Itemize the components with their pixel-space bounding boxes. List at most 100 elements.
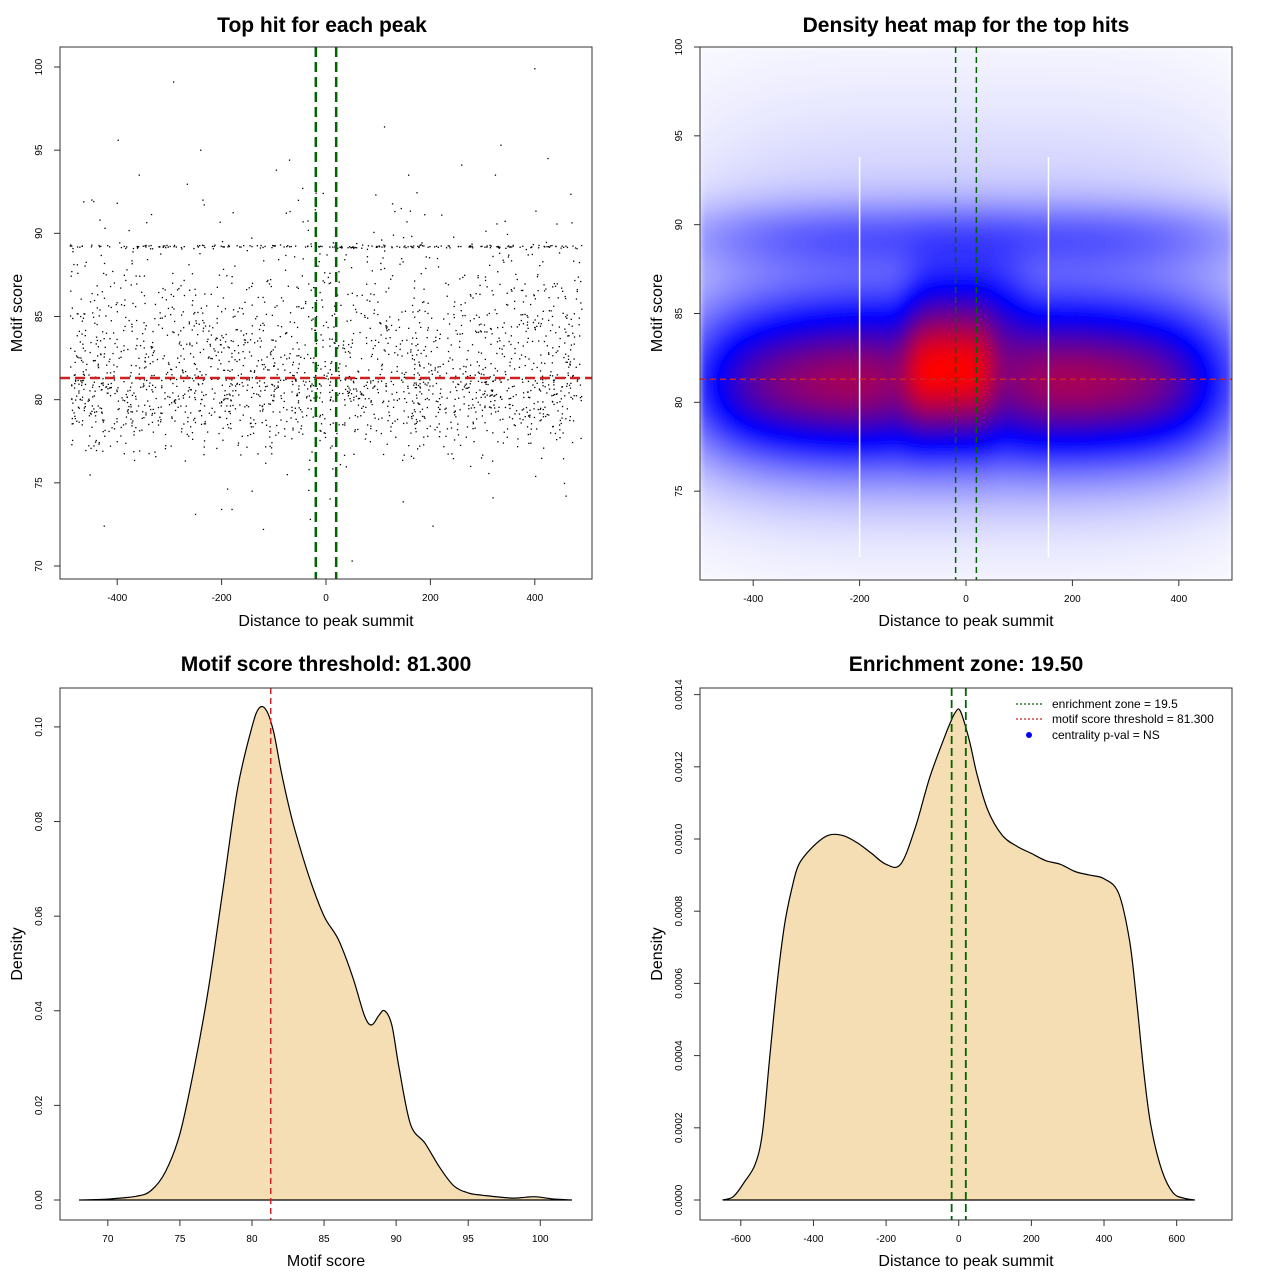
- scatter-point: [508, 387, 510, 389]
- scatter-point: [168, 404, 171, 406]
- scatter-point: [198, 323, 200, 325]
- scatter-point: [548, 353, 550, 355]
- scatter-point: [409, 210, 411, 212]
- y-tick-label: 0.10: [34, 717, 45, 737]
- scatter-point: [224, 410, 226, 412]
- y-tick-label: 0.02: [34, 1095, 45, 1115]
- scatter-point: [420, 352, 422, 355]
- x-tick-label: 100: [532, 1234, 549, 1245]
- scatter-point: [407, 416, 409, 418]
- scatter-point: [528, 442, 530, 444]
- scatter-point: [444, 408, 446, 410]
- scatter-point: [240, 246, 242, 248]
- scatter-point: [280, 297, 283, 299]
- scatter-point: [270, 447, 273, 449]
- scatter-point: [91, 410, 93, 412]
- scatter-point: [107, 383, 109, 385]
- scatter-point: [553, 384, 555, 386]
- scatter-point: [125, 442, 127, 444]
- scatter-point: [236, 360, 238, 363]
- scatter-point: [486, 246, 488, 248]
- scatter-point: [571, 441, 574, 444]
- scatter-point: [410, 351, 412, 353]
- scatter-point: [178, 398, 180, 400]
- scatter-point: [190, 412, 192, 414]
- scatter-point: [422, 301, 424, 304]
- scatter-point: [291, 406, 293, 408]
- scatter-point: [78, 383, 80, 385]
- scatter-point: [178, 343, 180, 345]
- scatter-point: [424, 383, 426, 385]
- x-tick-label: 600: [1168, 1234, 1185, 1245]
- scatter-point: [411, 354, 414, 357]
- scatter-point: [230, 399, 232, 401]
- y-tick-label: 0.0014: [674, 679, 685, 710]
- scatter-point: [336, 432, 338, 435]
- scatter-point: [201, 391, 203, 393]
- scatter-point: [98, 442, 100, 444]
- scatter-point: [453, 405, 455, 407]
- scatter-point: [311, 451, 313, 453]
- scatter-point: [565, 418, 567, 420]
- scatter-point: [403, 246, 405, 248]
- scatter-point: [331, 338, 333, 340]
- scatter-point: [531, 253, 533, 256]
- scatter-point: [362, 405, 364, 408]
- scatter-point: [434, 369, 436, 371]
- density-area: [79, 706, 572, 1200]
- scatter-point: [124, 400, 126, 402]
- scatter-point: [524, 283, 526, 285]
- scatter-point: [355, 311, 358, 313]
- scatter-point: [427, 327, 429, 329]
- scatter-point: [76, 313, 78, 315]
- scatter-point: [323, 374, 325, 376]
- y-tick-label: 70: [34, 560, 45, 572]
- scatter-point: [567, 355, 570, 357]
- scatter-point: [556, 402, 558, 404]
- scatter-point: [174, 402, 177, 404]
- scatter-point: [201, 415, 203, 417]
- scatter-point: [349, 352, 351, 354]
- scatter-point: [245, 333, 248, 335]
- scatter-point: [461, 164, 463, 166]
- scatter-point: [93, 408, 95, 410]
- scatter-point: [125, 416, 128, 418]
- scatter-point: [103, 297, 106, 299]
- scatter-point: [557, 350, 559, 352]
- scatter-point: [75, 399, 77, 401]
- heatmap-x-label: Distance to peak summit: [878, 613, 1054, 630]
- scatter-point: [240, 373, 242, 375]
- scatter-point: [319, 416, 321, 418]
- scatter-point: [463, 386, 466, 388]
- scatter-point: [206, 340, 208, 343]
- scatter-point: [435, 400, 437, 402]
- scatter-point: [499, 246, 501, 248]
- scatter-point: [262, 322, 264, 324]
- scatter-point: [414, 316, 416, 318]
- scatter-point: [453, 313, 455, 316]
- scatter-point: [257, 360, 259, 362]
- scatter-point: [433, 341, 435, 343]
- scatter-point: [99, 309, 101, 311]
- scatter-point: [329, 408, 332, 411]
- scatter-point: [76, 395, 78, 397]
- scatter-point: [189, 377, 191, 379]
- scatter-point: [148, 385, 150, 387]
- scatter-point: [405, 247, 407, 249]
- scatter-point: [161, 327, 164, 329]
- scatter-point: [224, 390, 226, 392]
- scatter-point: [349, 356, 351, 358]
- scatter-point: [396, 366, 398, 368]
- scatter-point: [170, 445, 172, 447]
- scatter-point: [81, 399, 83, 401]
- scatter-point: [305, 301, 307, 303]
- scatter-point: [546, 246, 548, 248]
- scatter-point: [498, 337, 500, 339]
- scatter-point: [563, 356, 565, 359]
- scatter-point: [575, 395, 578, 397]
- scatter-point: [512, 404, 514, 407]
- scatter-point: [232, 340, 234, 343]
- scatter-point: [93, 299, 96, 302]
- scatter-point: [569, 419, 571, 422]
- scatter-point: [423, 416, 425, 418]
